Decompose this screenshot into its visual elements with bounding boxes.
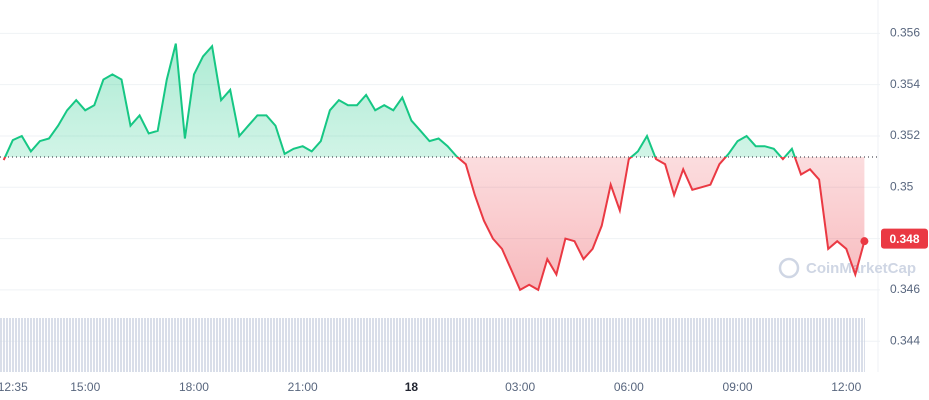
x-tick-label: 06:00 bbox=[614, 380, 644, 394]
x-tick-label: 18:00 bbox=[179, 380, 209, 394]
watermark-logo: CoinMarketCap bbox=[778, 257, 916, 279]
y-tick-label: 0.346 bbox=[890, 282, 920, 296]
price-badge bbox=[881, 228, 928, 249]
volume-bars bbox=[0, 318, 865, 372]
y-tick-label: 0.344 bbox=[890, 333, 920, 347]
y-tick-label: 0.352 bbox=[890, 128, 920, 142]
x-tick-label: 18 bbox=[405, 380, 419, 394]
x-tick-label: 09:00 bbox=[723, 380, 753, 394]
area-up bbox=[5, 43, 795, 158]
watermark: CoinMarketCap bbox=[806, 260, 916, 277]
x-tick-label: 12:35 bbox=[0, 380, 28, 394]
price-line-down bbox=[2, 157, 866, 292]
x-tick-label: 15:00 bbox=[70, 380, 100, 394]
price-line-up bbox=[4, 43, 796, 158]
area-down bbox=[3, 157, 865, 290]
y-tick-label: 0.35 bbox=[890, 179, 914, 193]
last-point bbox=[860, 237, 869, 246]
price-badge-label: 0.348 bbox=[889, 232, 919, 246]
x-tick-label: 21:00 bbox=[288, 380, 318, 394]
y-tick-label: 0.356 bbox=[890, 26, 920, 40]
x-tick-label: 12:00 bbox=[831, 380, 861, 394]
x-tick-label: 03:00 bbox=[505, 380, 535, 394]
y-tick-label: 0.354 bbox=[890, 77, 920, 91]
